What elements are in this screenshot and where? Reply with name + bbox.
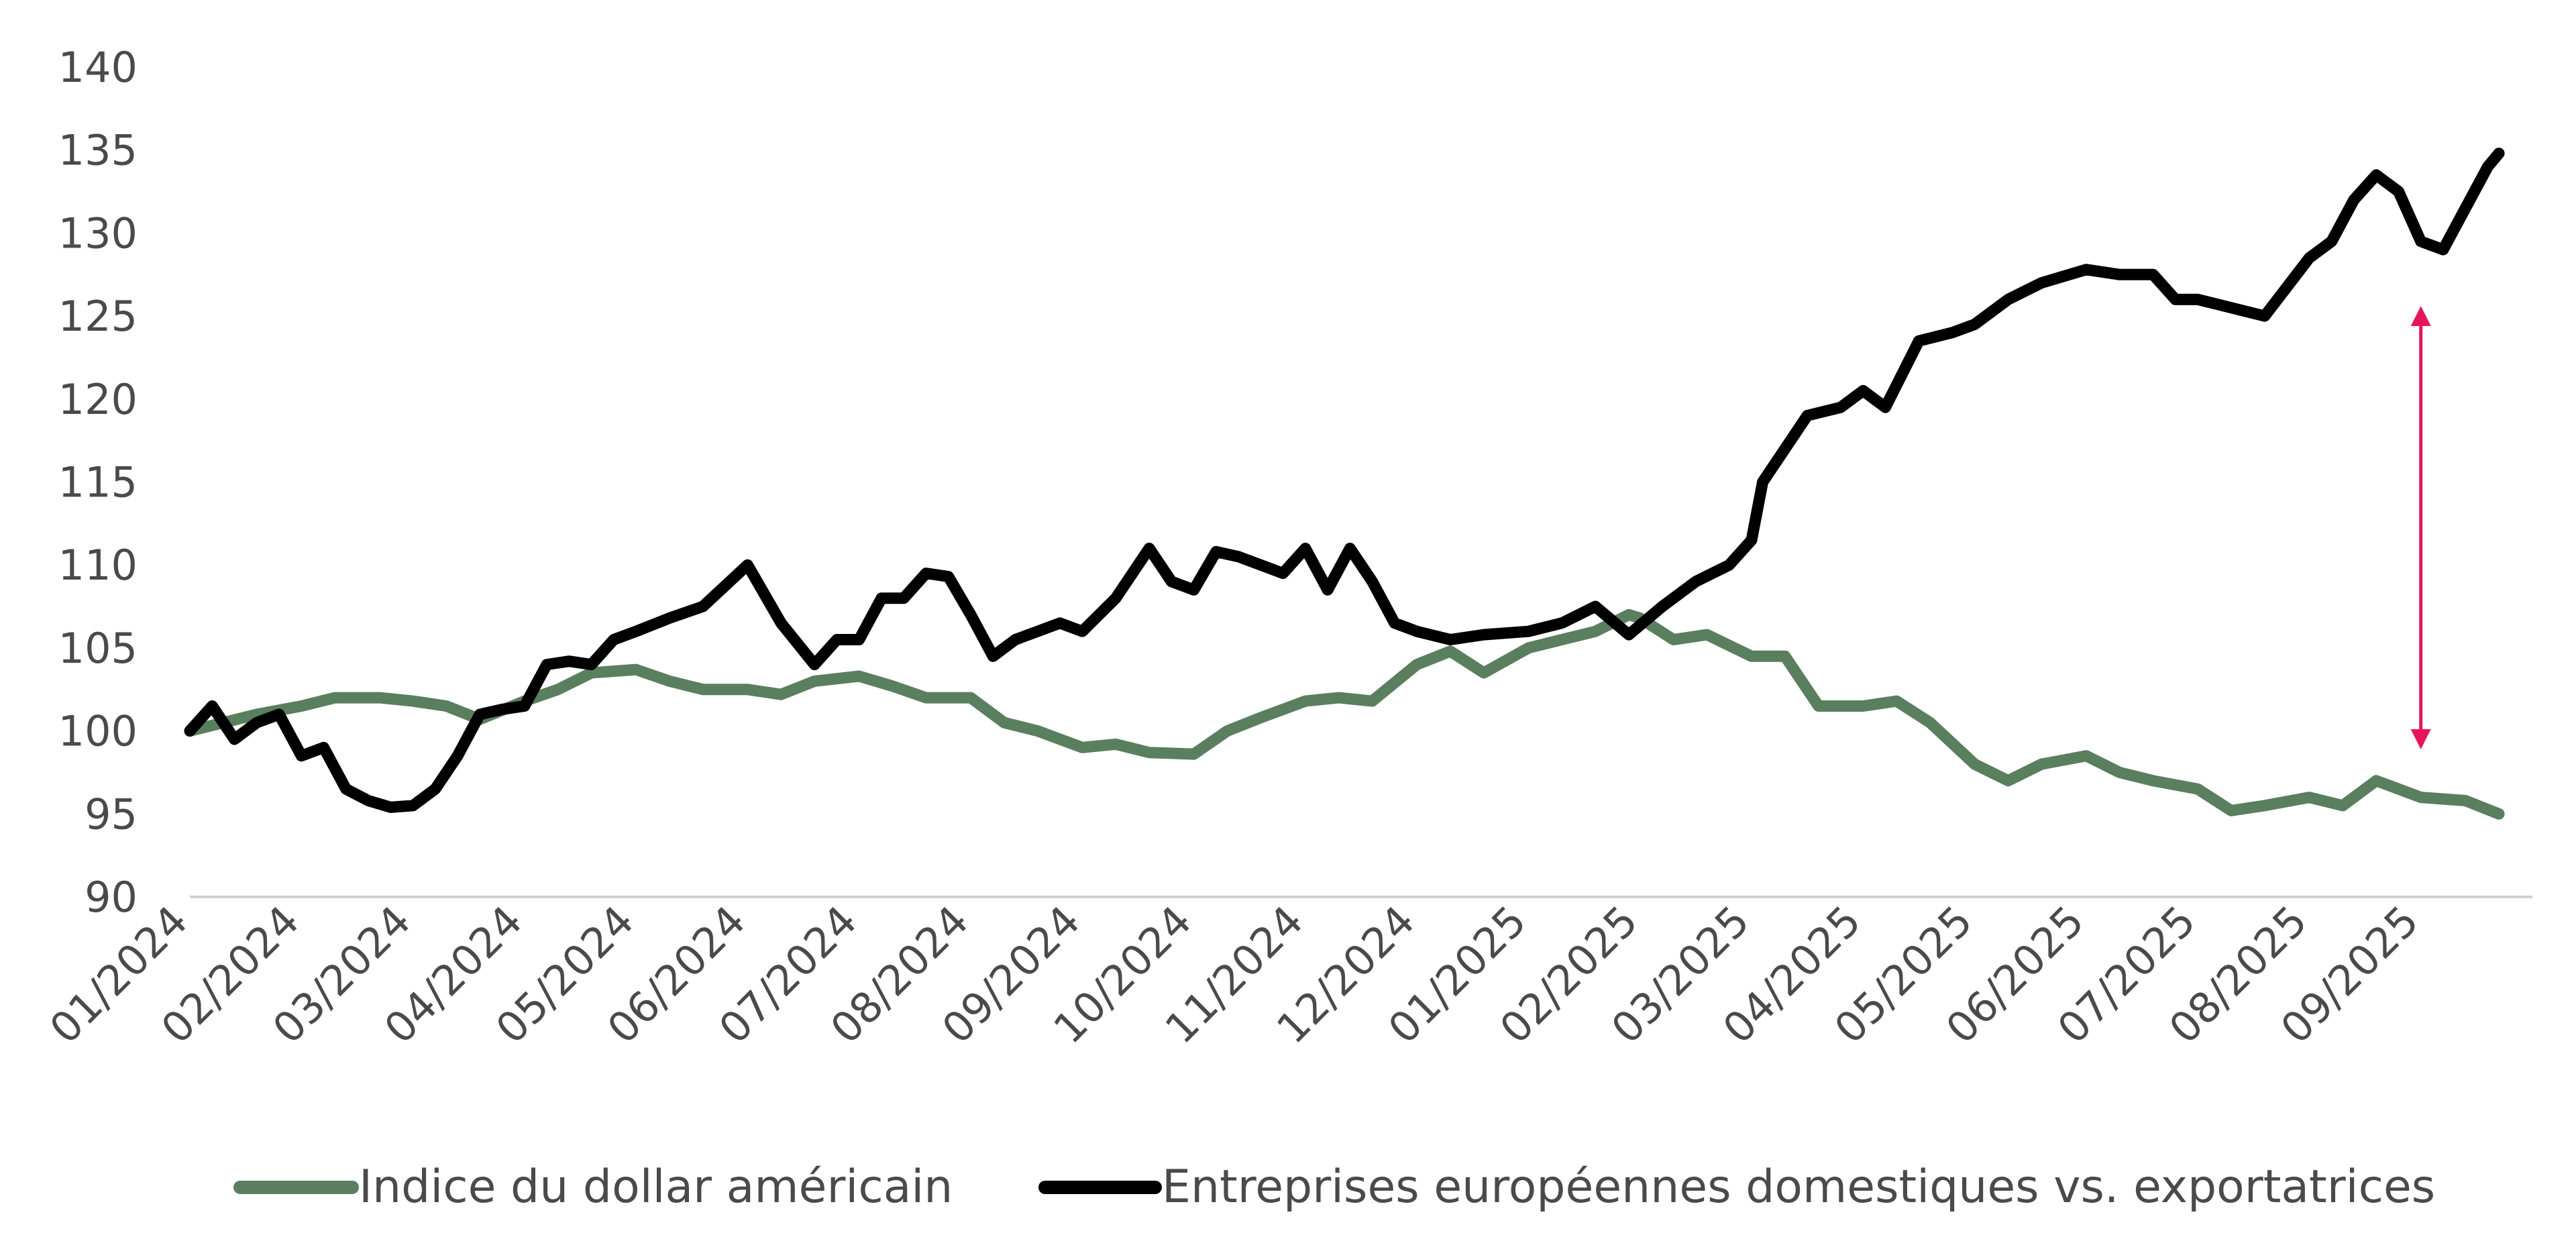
y-tick-label: 130 [58, 209, 138, 258]
series-layer [184, 148, 2505, 820]
y-tick-label: 110 [58, 541, 138, 590]
series-line-domestic-vs-exporters [184, 148, 2505, 813]
y-tick-label: 105 [58, 624, 138, 673]
y-tick-label: 115 [58, 458, 138, 507]
y-axis: 90 95 100 105 110 115 120 125 130 135 140 [58, 43, 138, 922]
y-tick-label: 120 [58, 375, 138, 424]
series-line-usd-index [184, 608, 2505, 820]
y-tick-label: 95 [85, 790, 138, 839]
y-tick-label: 100 [58, 707, 138, 756]
y-tick-label: 140 [58, 43, 138, 92]
y-tick-label: 125 [58, 292, 138, 341]
x-axis: 01/202402/202403/202404/202405/202406/20… [40, 896, 2532, 1053]
legend: Indice du dollar américain Entreprises e… [233, 1161, 2435, 1214]
legend-label-usd: Indice du dollar américain [359, 1161, 953, 1214]
y-tick-label: 90 [85, 873, 138, 922]
legend-label-domestic: Entreprises européennes domestiques vs. … [1162, 1161, 2435, 1214]
y-tick-label: 135 [58, 126, 138, 175]
